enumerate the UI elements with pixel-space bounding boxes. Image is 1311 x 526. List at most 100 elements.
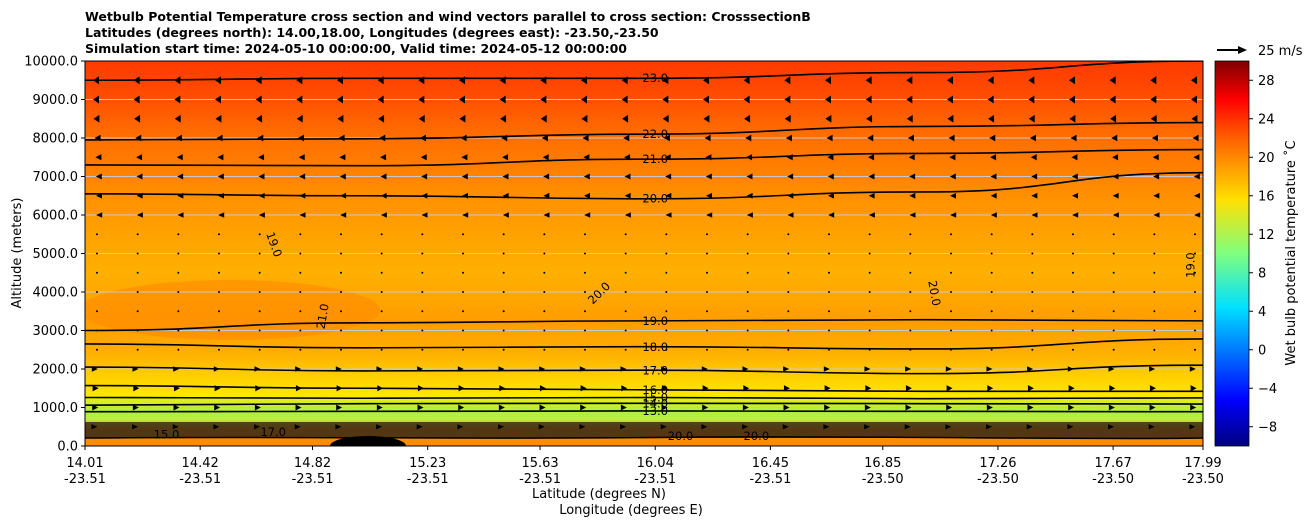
wind-vector — [1072, 329, 1074, 332]
wind-vector — [337, 95, 343, 104]
x-tick-label-lon: -23.51 — [634, 472, 676, 487]
wind-vector — [784, 76, 791, 85]
wind-vector — [1194, 329, 1196, 332]
contour-line — [85, 61, 1203, 82]
wind-vector — [1191, 95, 1197, 104]
wind-vector — [1112, 348, 1115, 351]
wind-vector — [95, 173, 102, 180]
wind-vector — [340, 329, 342, 332]
wind-vector — [825, 76, 831, 85]
wind-vector — [623, 134, 630, 142]
y-axis: 0.0 1000.0 2000.0 3000.0 4000.0 5000.0 6000.0 7… — [24, 55, 85, 455]
surface-contour-band — [85, 422, 1203, 446]
wind-vector — [584, 348, 586, 351]
contour-line — [85, 318, 1203, 332]
wind-vector — [1192, 134, 1199, 142]
wind-vector — [706, 192, 712, 199]
wind-vector — [1191, 114, 1198, 123]
wind-vector — [865, 385, 872, 392]
wind-vector — [421, 271, 424, 274]
wind-vector — [706, 233, 708, 236]
wind-vector — [462, 271, 464, 274]
wind-vector — [216, 134, 223, 142]
wind-vector — [1031, 233, 1034, 236]
wind-vector — [701, 366, 708, 372]
wind-vector — [295, 404, 302, 411]
wind-vector — [462, 192, 468, 199]
wind-vector — [706, 348, 708, 351]
wind-vector — [1151, 134, 1158, 142]
wind-vector — [295, 366, 302, 372]
wind-vector — [1112, 252, 1115, 255]
wind-vector — [868, 252, 871, 255]
contour-line — [85, 384, 1203, 393]
chart-title-line-1: Wetbulb Potential Temperature cross sect… — [85, 9, 811, 24]
wind-vector — [418, 76, 425, 85]
wind-vector — [340, 192, 346, 199]
wind-vector — [1189, 424, 1196, 430]
wind-vector — [1112, 291, 1115, 293]
wind-vector — [336, 385, 343, 392]
wind-vector — [96, 212, 103, 218]
wind-vector — [909, 348, 912, 351]
wind-vector — [299, 291, 302, 293]
wind-vector — [299, 348, 302, 351]
x-axis-label-2: Longitude (degrees E) — [559, 503, 703, 518]
wind-vector — [421, 192, 428, 199]
wind-vector — [787, 329, 790, 332]
wind-vector — [1149, 385, 1156, 392]
wind-vector — [96, 291, 98, 293]
wind-vector — [1027, 366, 1034, 372]
wind-vector — [990, 173, 997, 180]
wind-vector — [1108, 424, 1115, 430]
wind-vector — [745, 134, 752, 142]
wind-vector — [339, 173, 346, 180]
wind-vector — [337, 114, 344, 123]
wind-vector — [704, 134, 711, 142]
contour-label: 17.0 — [260, 425, 286, 439]
wind-vector — [1069, 95, 1075, 104]
wind-vector — [1072, 192, 1078, 199]
wind-vector — [1028, 95, 1035, 104]
wind-vector — [96, 192, 102, 199]
wind-vector — [1153, 233, 1156, 236]
contour-label: 18.0 — [642, 340, 668, 354]
wind-vector — [380, 329, 383, 332]
x-tick-label-lat: 15.23 — [409, 456, 446, 471]
wind-vector — [1153, 271, 1156, 274]
wind-vector — [218, 252, 220, 255]
wind-vector — [990, 192, 997, 199]
y-tick-label: 7000.0 — [33, 170, 79, 185]
wind-vector — [417, 385, 424, 392]
wind-vector — [299, 233, 302, 236]
wind-vector — [94, 134, 101, 142]
wind-vector — [706, 329, 708, 332]
wind-vector — [173, 366, 180, 372]
wind-vector — [133, 95, 140, 104]
wind-vector — [624, 192, 631, 199]
wind-vector — [1150, 76, 1157, 85]
wind-vector — [624, 173, 631, 180]
wind-vector — [909, 291, 912, 293]
y-tick-label: 6000.0 — [33, 209, 79, 224]
wind-vector — [624, 348, 627, 351]
wind-vector — [706, 252, 708, 255]
wind-vector — [93, 114, 100, 123]
wind-vector — [539, 366, 546, 372]
wind-vector — [665, 310, 668, 313]
colorbar-tick-label: 8 — [1258, 266, 1266, 281]
wind-vector — [1072, 233, 1074, 236]
wind-vector — [950, 329, 952, 332]
wind-vector — [787, 310, 790, 313]
wind-vector — [950, 212, 957, 218]
wind-vector — [584, 192, 590, 199]
wind-vector — [746, 348, 749, 351]
wind-vector — [1149, 366, 1156, 372]
wind-vector — [624, 329, 627, 332]
wind-vector — [1068, 404, 1075, 411]
wind-vector — [785, 134, 792, 142]
wind-vector — [134, 114, 141, 123]
wind-vector — [132, 424, 139, 430]
wind-vector — [665, 271, 668, 274]
wind-vector — [584, 291, 586, 293]
